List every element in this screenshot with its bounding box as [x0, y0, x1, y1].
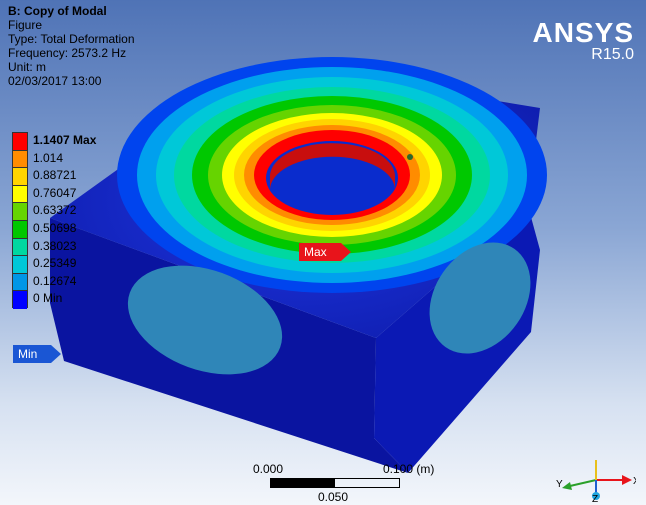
legend-label: 0.63372 — [33, 203, 77, 218]
scale-left-label: 0.000 — [253, 462, 284, 476]
legend-swatch — [13, 273, 27, 292]
legend-swatch — [13, 150, 27, 169]
logo-name: ANSYS — [532, 17, 634, 48]
min-probe-label[interactable]: Min — [13, 345, 61, 363]
z-axis-label: Z — [592, 494, 598, 502]
timestamp: 02/03/2017 13:00 — [8, 74, 102, 88]
x-axis-label: X — [633, 476, 636, 487]
legend-swatch — [13, 185, 27, 204]
legend-swatch — [13, 203, 27, 221]
y-axis-label: Y — [556, 479, 563, 490]
legend-labels: 1.1407 Max 1.014 0.88721 0.76047 0.63372 0.50… — [33, 132, 96, 308]
triad-origin-ball — [592, 492, 600, 500]
legend-label: 0.88721 — [33, 168, 77, 183]
logo-version: R15.0 — [591, 46, 634, 63]
y-axis-line — [569, 479, 597, 487]
y-axis-arrow — [562, 482, 572, 490]
legend-label: 0 Min — [33, 291, 63, 306]
legend-swatch — [13, 220, 27, 239]
legend-label: 0.76047 — [33, 185, 77, 200]
result-info: B: Copy of Modal Figure Type: Total Defo… — [8, 4, 135, 88]
scale-bar — [270, 478, 400, 488]
right-side-bore — [429, 242, 531, 354]
legend-color-bar — [12, 132, 28, 309]
analysis-title: B: Copy of Modal — [8, 4, 107, 18]
legend-swatch — [13, 256, 27, 274]
frequency-value: Frequency: 2573.2 Hz — [8, 46, 127, 60]
hole-inner-wall — [269, 143, 395, 190]
max-probe-label[interactable]: Max — [299, 243, 351, 261]
ansys-logo: ANSYS R15.0 — [532, 17, 634, 64]
x-axis-arrow — [622, 475, 632, 485]
axis-triad[interactable]: X Y Z — [556, 458, 636, 502]
figure-label: Figure — [8, 18, 43, 32]
legend-swatch — [13, 291, 27, 309]
left-side-bore — [127, 265, 283, 375]
legend-swatch — [13, 168, 27, 186]
legend-label: 0.50698 — [33, 220, 77, 235]
legend-label: 1.014 — [33, 150, 64, 165]
legend-swatch — [13, 133, 27, 151]
legend-label: 0.25349 — [33, 256, 77, 271]
result-type: Type: Total Deformation — [8, 32, 135, 46]
legend-label: 1.1407 Max — [33, 133, 97, 147]
scale-bar-fill — [271, 479, 335, 487]
legend-label: 0.38023 — [33, 238, 77, 253]
scale-mid-label: 0.050 — [318, 490, 349, 504]
legend-swatch — [13, 238, 27, 257]
scale-right-label: 0.100 (m) — [383, 462, 435, 476]
unit-label: Unit: m — [8, 60, 47, 74]
legend-label: 0.12674 — [33, 273, 77, 288]
surface-marker — [407, 154, 413, 160]
